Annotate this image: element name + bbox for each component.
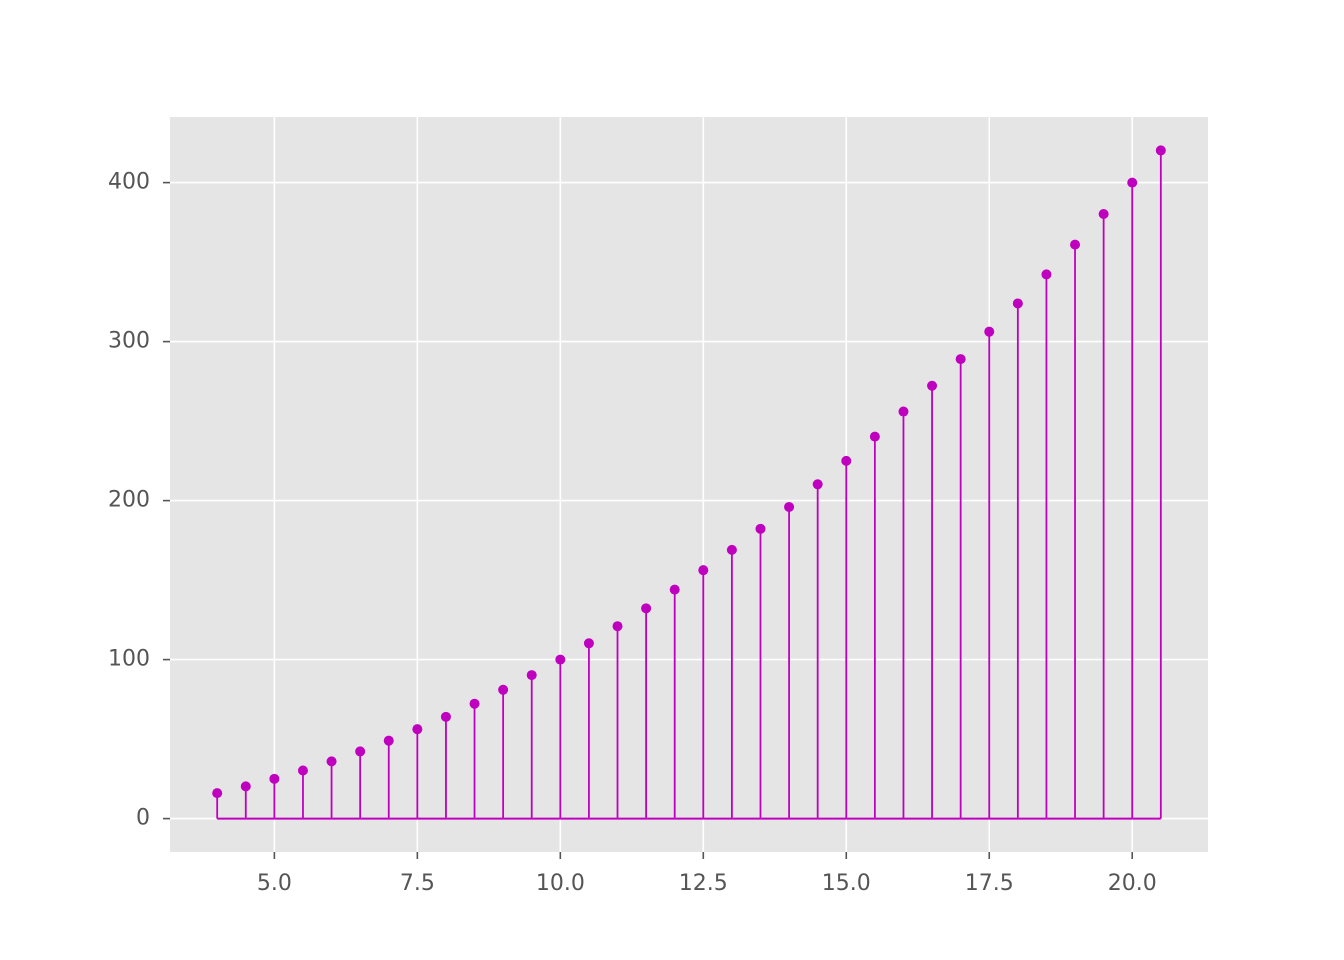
stem-marker — [297, 765, 308, 776]
stem-marker — [612, 621, 623, 632]
stem-marker — [898, 406, 909, 417]
stem-marker — [726, 544, 737, 555]
x-tick-label: 20.0 — [1108, 871, 1157, 896]
stem-marker — [1127, 177, 1138, 188]
stem-marker — [1098, 209, 1109, 220]
stem-marker — [869, 431, 880, 442]
stem-marker — [641, 603, 652, 614]
stem-marker — [841, 455, 852, 466]
stem-marker — [927, 380, 938, 391]
y-tick-label: 400 — [108, 170, 150, 195]
stem-marker — [984, 326, 995, 337]
stem-marker — [440, 711, 451, 722]
stem-marker — [240, 781, 251, 792]
stem-marker — [698, 565, 709, 576]
stem-marker — [469, 698, 480, 709]
stem-marker — [955, 354, 966, 365]
stem-marker — [1012, 298, 1023, 309]
stem-marker — [1155, 145, 1166, 156]
stem-marker — [583, 638, 594, 649]
x-tick-label: 15.0 — [822, 871, 871, 896]
stem-marker — [1070, 239, 1081, 250]
x-tick-label: 7.5 — [400, 871, 435, 896]
x-tick-label: 5.0 — [257, 871, 292, 896]
x-tick-label: 17.5 — [965, 871, 1014, 896]
stem-marker — [669, 584, 680, 595]
stem-marker — [1041, 269, 1052, 280]
stem-marker — [498, 684, 509, 695]
stem-marker — [269, 773, 280, 784]
stem-marker — [383, 735, 394, 746]
x-tick-label: 10.0 — [536, 871, 585, 896]
stem-marker — [412, 724, 423, 735]
stem-marker — [526, 670, 537, 681]
stem-marker — [784, 501, 795, 512]
stem-marker — [755, 523, 766, 534]
y-tick-label: 100 — [108, 647, 150, 672]
stem-marker — [326, 756, 337, 767]
stem-marker — [555, 654, 566, 665]
x-tick-label: 12.5 — [679, 871, 728, 896]
stem-marker — [812, 479, 823, 490]
y-tick-label: 300 — [108, 329, 150, 354]
y-tick-label: 200 — [108, 488, 150, 513]
stem-marker — [355, 746, 366, 757]
y-tick-label: 0 — [136, 806, 150, 831]
plot-area — [170, 117, 1208, 852]
stem-marker — [212, 788, 223, 799]
